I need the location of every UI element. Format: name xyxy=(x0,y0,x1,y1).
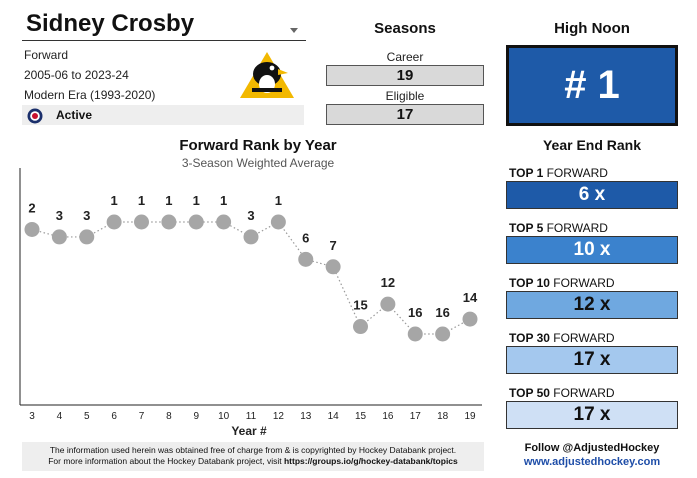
chevron-down-icon[interactable] xyxy=(290,28,298,33)
rank-label-top10: TOP 10 FORWARD xyxy=(509,276,615,290)
series-line xyxy=(31,221,471,335)
x-tick-label: 8 xyxy=(166,411,172,422)
data-point xyxy=(161,214,177,230)
rank-label-top50: TOP 50 FORWARD xyxy=(509,386,615,400)
data-label: 3 xyxy=(56,208,63,223)
player-name: Sidney Crosby xyxy=(26,10,195,37)
chart-x-ticks: 3 4 5 6 7 8 9 10 11 12 13 14 15 16 17 18 19 xyxy=(29,411,476,422)
rank-value-top10: 12 x xyxy=(506,291,678,319)
data-label: 1 xyxy=(165,193,172,208)
x-tick-label: 18 xyxy=(437,411,449,422)
data-point xyxy=(462,311,478,327)
data-point xyxy=(407,326,423,342)
x-tick-label: 19 xyxy=(464,411,476,422)
year-end-rank-title: Year End Rank xyxy=(542,137,642,153)
high-noon-title: High Noon xyxy=(554,20,630,37)
x-tick-label: 14 xyxy=(328,411,340,422)
data-point xyxy=(188,214,204,230)
chart-title: Forward Rank by Year xyxy=(179,137,337,154)
footer-line-2: For more information about the Hockey Da… xyxy=(48,456,458,466)
high-noon-value: # 1 xyxy=(506,45,678,126)
status-row xyxy=(22,105,304,125)
data-label: 1 xyxy=(138,193,145,208)
career-label: Career xyxy=(386,50,424,64)
data-label: 6 xyxy=(302,230,309,245)
data-point xyxy=(353,319,368,335)
data-point xyxy=(51,229,67,245)
data-point xyxy=(216,214,232,230)
x-tick-label: 11 xyxy=(246,411,257,422)
player-era: Modern Era (1993-2020) xyxy=(24,88,156,102)
eligible-label: Eligible xyxy=(385,89,425,103)
rank-value-top30: 17 x xyxy=(506,346,678,374)
data-label: 3 xyxy=(83,208,90,223)
footer-link[interactable]: https://groups.io/g/hockey-databank/topi… xyxy=(283,456,458,466)
player-select-underline xyxy=(22,40,306,41)
footer-note: The information used herein was obtained… xyxy=(22,442,484,471)
x-tick-label: 5 xyxy=(84,411,90,422)
data-point xyxy=(325,259,341,275)
data-point xyxy=(106,214,122,230)
chart-axes xyxy=(19,168,482,406)
career-value: 19 xyxy=(326,65,484,86)
data-point xyxy=(380,296,396,312)
data-label: 16 xyxy=(435,305,449,320)
data-label: 1 xyxy=(193,193,200,208)
seasons-title: Seasons xyxy=(374,20,436,37)
rank-label-top1: TOP 1 FORWARD xyxy=(509,166,608,180)
data-point xyxy=(435,326,451,342)
website-link[interactable]: www.adjustedhockey.com xyxy=(523,456,661,468)
chart-points xyxy=(24,214,478,342)
data-point xyxy=(270,214,286,230)
x-tick-label: 3 xyxy=(29,411,35,422)
footer-line-1: The information used herein was obtained… xyxy=(49,445,457,455)
data-label: 1 xyxy=(220,193,227,208)
x-tick-label: 7 xyxy=(139,411,145,422)
x-tick-label: 10 xyxy=(218,411,230,422)
data-point xyxy=(243,229,259,245)
data-label: 7 xyxy=(330,238,337,253)
data-point xyxy=(24,221,40,237)
data-label: 14 xyxy=(463,290,478,305)
player-position: Forward xyxy=(24,48,69,62)
data-label: 1 xyxy=(275,193,282,208)
data-label: 2 xyxy=(28,200,35,215)
x-tick-label: 15 xyxy=(355,411,367,422)
data-label: 12 xyxy=(381,275,395,290)
hockey-shield-icon xyxy=(27,108,43,124)
x-tick-label: 4 xyxy=(57,411,63,422)
status-badge: Active xyxy=(56,108,93,122)
x-tick-label: 13 xyxy=(300,411,312,422)
x-tick-label: 12 xyxy=(273,411,285,422)
team-logo xyxy=(240,52,294,98)
data-label: 15 xyxy=(353,298,367,313)
x-tick-label: 9 xyxy=(193,411,199,422)
data-point xyxy=(134,214,149,230)
player-seasons-range: 2005-06 to 2023-24 xyxy=(24,68,129,82)
chart-series-line xyxy=(31,221,471,335)
data-label: 1 xyxy=(111,193,118,208)
chart-subtitle: 3-Season Weighted Average xyxy=(181,156,335,170)
follow-handle[interactable]: Follow @AdjustedHockey xyxy=(524,442,660,454)
data-point xyxy=(79,229,95,245)
data-label: 16 xyxy=(408,305,422,320)
x-tick-label: 17 xyxy=(410,411,422,422)
rank-value-top1: 6 x xyxy=(506,181,678,209)
data-point xyxy=(298,251,314,267)
data-label: 3 xyxy=(247,208,254,223)
rank-value-top5: 10 x xyxy=(506,236,678,264)
rank-label-top5: TOP 5 FORWARD xyxy=(509,221,608,235)
x-tick-label: 16 xyxy=(382,411,394,422)
rank-value-top50: 17 x xyxy=(506,401,678,429)
eligible-value: 17 xyxy=(326,104,484,125)
chart-x-axis-label: Year # xyxy=(231,424,267,438)
rank-label-top30: TOP 30 FORWARD xyxy=(509,331,615,345)
x-tick-label: 6 xyxy=(111,411,117,422)
